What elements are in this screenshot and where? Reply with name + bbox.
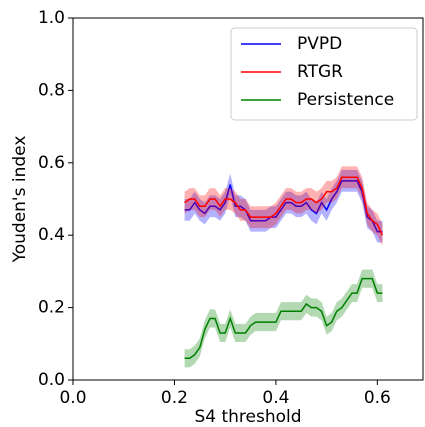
y-tick-label: 1.0	[38, 8, 65, 28]
legend-label: RTGR	[297, 62, 343, 82]
y-tick-label: 0.4	[38, 225, 65, 245]
error-band	[184, 269, 383, 368]
line	[184, 277, 383, 360]
x-axis-label: S4 threshold	[194, 407, 301, 427]
legend-label: Persistence	[297, 90, 394, 110]
x-tick-label: 0.6	[364, 388, 391, 408]
y-tick-label: 0.6	[38, 153, 65, 173]
error-band	[184, 166, 383, 247]
y-tick-label: 0.2	[38, 298, 65, 318]
x-tick-label: 0.2	[161, 388, 188, 408]
legend-box	[230, 27, 418, 121]
line	[184, 180, 383, 233]
y-axis-label: Youden's index	[10, 136, 30, 264]
line	[184, 176, 384, 236]
x-tick-label: 0.0	[59, 388, 86, 408]
x-tick-label: 0.4	[262, 388, 289, 408]
legend-label: PVPD	[297, 34, 342, 54]
plot-frame	[72, 17, 424, 381]
y-tick-label: 0.0	[38, 370, 65, 390]
y-tick-label: 0.8	[38, 80, 65, 100]
